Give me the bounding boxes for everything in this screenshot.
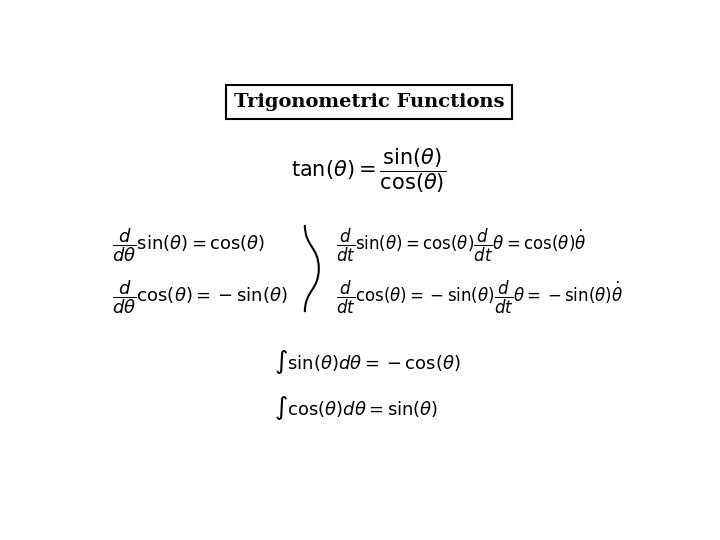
Text: $\dfrac{d}{d\theta}\sin(\theta) = \cos(\theta)$: $\dfrac{d}{d\theta}\sin(\theta) = \cos(\…	[112, 227, 266, 265]
Text: $\dfrac{d}{d\theta}\cos(\theta) = -\sin(\theta)$: $\dfrac{d}{d\theta}\cos(\theta) = -\sin(…	[112, 279, 288, 316]
Text: $\int \cos(\theta)d\theta = \sin(\theta)$: $\int \cos(\theta)d\theta = \sin(\theta)…	[274, 394, 438, 422]
Text: Trigonometric Functions: Trigonometric Functions	[234, 93, 504, 111]
Text: $\dfrac{d}{dt}\cos(\theta) = -\sin(\theta)\dfrac{d}{dt}\theta = -\sin(\theta)\do: $\dfrac{d}{dt}\cos(\theta) = -\sin(\thet…	[336, 279, 623, 316]
Text: $\int \sin(\theta)d\theta = -\cos(\theta)$: $\int \sin(\theta)d\theta = -\cos(\theta…	[274, 348, 461, 376]
Text: $\dfrac{d}{dt}\sin(\theta) = \cos(\theta)\dfrac{d}{dt}\theta = \cos(\theta)\dot{: $\dfrac{d}{dt}\sin(\theta) = \cos(\theta…	[336, 227, 586, 264]
Text: $\tan(\theta) = \dfrac{\sin(\theta)}{\cos(\theta)}$: $\tan(\theta) = \dfrac{\sin(\theta)}{\co…	[292, 146, 446, 195]
